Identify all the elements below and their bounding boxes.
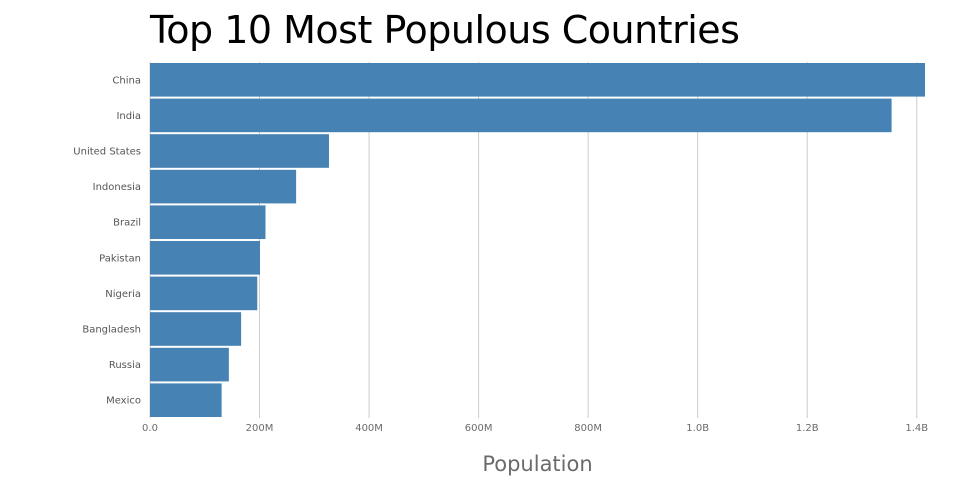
y-tick-label: Bangladesh xyxy=(82,325,141,336)
bar xyxy=(150,383,222,417)
x-axis-title: Population xyxy=(482,452,593,476)
y-tick-label: Russia xyxy=(109,360,141,371)
bar xyxy=(150,63,925,97)
y-tick-labels: China India United States Indonesia Brazil Pa… xyxy=(73,75,141,406)
y-tick-label: Indonesia xyxy=(93,182,141,193)
x-tick-label: 600M xyxy=(465,423,493,434)
bar xyxy=(150,169,297,204)
bar xyxy=(150,312,242,346)
x-tick-label: 1.2B xyxy=(796,423,819,434)
bars xyxy=(150,63,925,417)
y-tick-label: Brazil xyxy=(113,218,141,229)
bar xyxy=(150,205,266,239)
x-tick-label: 800M xyxy=(574,423,602,434)
x-tick-label: 200M xyxy=(246,423,274,434)
bar xyxy=(150,134,329,168)
y-tick-label: India xyxy=(116,111,141,122)
x-tick-label: 400M xyxy=(355,423,383,434)
y-tick-label: Pakistan xyxy=(99,253,141,264)
bar xyxy=(150,276,258,311)
x-tick-labels: 0.0 200M 400M 600M 800M 1.0B 1.2B 1.4B xyxy=(142,423,928,434)
y-tick-label: Nigeria xyxy=(105,289,141,300)
bar xyxy=(150,241,260,275)
bar xyxy=(150,347,229,382)
y-tick-label: United States xyxy=(73,147,141,158)
x-tick-label: 0.0 xyxy=(142,423,158,434)
y-tick-label: China xyxy=(112,75,141,86)
x-tick-label: 1.0B xyxy=(686,423,709,434)
y-tick-label: Mexico xyxy=(106,396,141,407)
x-tick-label: 1.4B xyxy=(905,423,928,434)
chart-title: Top 10 Most Populous Countries xyxy=(150,8,740,52)
bar xyxy=(150,98,892,133)
